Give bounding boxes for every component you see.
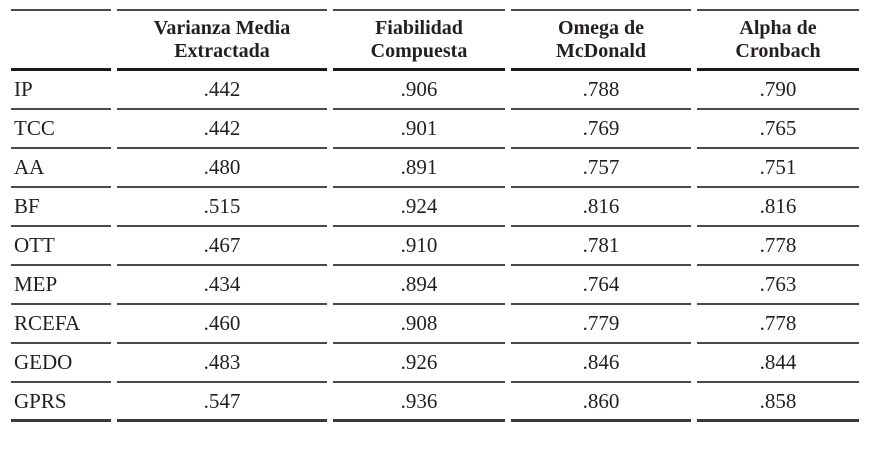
row-label: GEDO [11, 344, 111, 383]
table-row-rcefa: RCEFA .460 .908 .779 .778 [11, 305, 859, 344]
cell-value: .483 [117, 344, 327, 383]
table-row-gprs: GPRS .547 .936 .860 .858 [11, 383, 859, 422]
cell-value: .757 [511, 149, 691, 188]
row-label: GPRS [11, 383, 111, 422]
col-header-line: Alpha de [739, 16, 817, 39]
row-label: BF [11, 188, 111, 227]
cell-value: .901 [333, 110, 505, 149]
cell-value: .816 [697, 188, 859, 227]
row-label: RCEFA [11, 305, 111, 344]
cell-value: .926 [333, 344, 505, 383]
cell-value: .763 [697, 266, 859, 305]
col-header-fiabilidad-compuesta: Fiabilidad Compuesta [333, 9, 505, 71]
col-header-line: Fiabilidad [375, 16, 463, 39]
row-label: AA [11, 149, 111, 188]
col-header-alpha-cronbach: Alpha de Cronbach [697, 9, 859, 71]
table-row-tcc: TCC .442 .901 .769 .765 [11, 110, 859, 149]
header-row: Varianza Media Extractada Fiabilidad Com… [11, 9, 859, 71]
table-row-ott: OTT .467 .910 .781 .778 [11, 227, 859, 266]
cell-value: .910 [333, 227, 505, 266]
row-label: MEP [11, 266, 111, 305]
cell-value: .779 [511, 305, 691, 344]
cell-value: .764 [511, 266, 691, 305]
col-header-line: Varianza Media [153, 16, 291, 39]
row-label: TCC [11, 110, 111, 149]
col-header-line: Cronbach [735, 39, 821, 62]
cell-value: .442 [117, 110, 327, 149]
cell-value: .442 [117, 71, 327, 110]
cell-value: .906 [333, 71, 505, 110]
cell-value: .460 [117, 305, 327, 344]
table-header: Varianza Media Extractada Fiabilidad Com… [11, 9, 859, 71]
col-header-varianza-media-extractada: Varianza Media Extractada [117, 9, 327, 71]
cell-value: .515 [117, 188, 327, 227]
cell-value: .846 [511, 344, 691, 383]
cell-value: .891 [333, 149, 505, 188]
cell-value: .858 [697, 383, 859, 422]
cell-value: .936 [333, 383, 505, 422]
cell-value: .790 [697, 71, 859, 110]
cell-value: .908 [333, 305, 505, 344]
cell-value: .467 [117, 227, 327, 266]
table-row-gedo: GEDO .483 .926 .846 .844 [11, 344, 859, 383]
reliability-validity-table: Varianza Media Extractada Fiabilidad Com… [5, 9, 865, 422]
cell-value: .765 [697, 110, 859, 149]
cell-value: .434 [117, 266, 327, 305]
cell-value: .769 [511, 110, 691, 149]
cell-value: .816 [511, 188, 691, 227]
col-header-line: Omega de [557, 16, 645, 39]
row-label: IP [11, 71, 111, 110]
cell-value: .778 [697, 227, 859, 266]
cell-value: .778 [697, 305, 859, 344]
cell-value: .844 [697, 344, 859, 383]
table-row-mep: MEP .434 .894 .764 .763 [11, 266, 859, 305]
cell-value: .894 [333, 266, 505, 305]
cell-value: .924 [333, 188, 505, 227]
cell-value: .751 [697, 149, 859, 188]
table-row-bf: BF .515 .924 .816 .816 [11, 188, 859, 227]
table-row-ip: IP .442 .906 .788 .790 [11, 71, 859, 110]
cell-value: .788 [511, 71, 691, 110]
cell-value: .781 [511, 227, 691, 266]
col-header-omega-mcdonald: Omega de McDonald [511, 9, 691, 71]
cell-value: .547 [117, 383, 327, 422]
col-header-line: Compuesta [370, 39, 468, 62]
col-header-line: McDonald [556, 39, 646, 62]
row-label: OTT [11, 227, 111, 266]
table-body: IP .442 .906 .788 .790 TCC .442 .901 .76… [11, 71, 859, 422]
table-row-aa: AA .480 .891 .757 .751 [11, 149, 859, 188]
col-header-line: Extractada [174, 39, 270, 62]
cell-value: .480 [117, 149, 327, 188]
cell-value: .860 [511, 383, 691, 422]
corner-cell [11, 9, 111, 71]
